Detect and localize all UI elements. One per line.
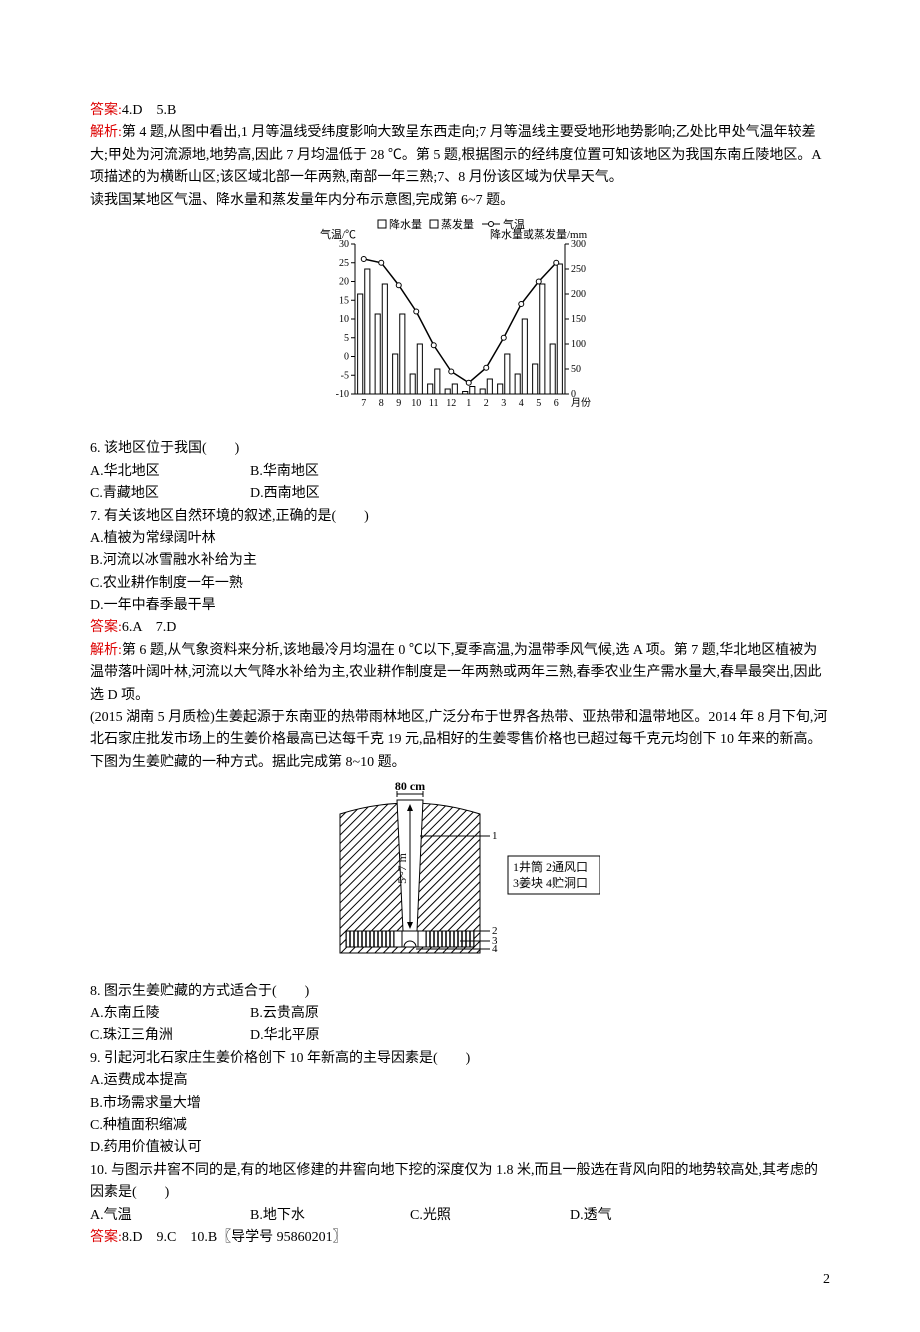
svg-text:6: 6	[554, 398, 559, 409]
svg-text:10: 10	[339, 314, 349, 325]
svg-text:月份: 月份	[571, 397, 591, 409]
explain-text: 第 6 题,从气象资料来分析,该地最冷月均温在 0 ℃以下,夏季高温,为温带季风…	[90, 643, 822, 703]
q9-stem: 9. 引起河北石家庄生姜价格创下 10 年新高的主导因素是( )	[90, 1048, 830, 1070]
svg-text:15: 15	[339, 295, 349, 306]
explain-label: 解析:	[90, 643, 122, 658]
svg-text:12: 12	[446, 398, 456, 409]
q10-stem: 10. 与图示井窖不同的是,有的地区修建的井窖向地下挖的深度仅为 1.8 米,而…	[90, 1160, 830, 1205]
svg-text:150: 150	[571, 314, 586, 325]
svg-text:50: 50	[571, 364, 581, 375]
svg-text:25: 25	[339, 258, 349, 269]
answer-text: 4.D 5.B	[122, 103, 176, 118]
svg-text:300: 300	[571, 239, 586, 250]
q10-opt-b: B.地下水	[250, 1205, 410, 1227]
svg-text:8: 8	[379, 398, 384, 409]
explain-label: 解析:	[90, 125, 122, 140]
svg-text:3: 3	[501, 398, 506, 409]
diagram-810: 80 cm5~7 m12341井筒 2通风口3姜块 4贮洞口	[90, 778, 830, 976]
svg-text:20: 20	[339, 276, 349, 287]
answer-label: 答案:	[90, 620, 122, 635]
svg-text:5: 5	[536, 398, 541, 409]
q7-stem: 7. 有关该地区自然环境的叙述,正确的是( )	[90, 506, 830, 528]
svg-text:0: 0	[344, 351, 349, 362]
svg-text:4: 4	[519, 398, 524, 409]
q7-opt-d: D.一年中春季最干旱	[90, 595, 830, 617]
q9-opt-b: B.市场需求量大增	[90, 1093, 830, 1115]
q8-opt-d: D.华北平原	[250, 1025, 410, 1047]
q6-opt-c: C.青藏地区	[90, 483, 250, 505]
svg-text:80 cm: 80 cm	[395, 779, 425, 793]
svg-text:4: 4	[492, 943, 498, 955]
answer-text: 6.A 7.D	[122, 620, 176, 635]
svg-text:100: 100	[571, 339, 586, 350]
answer-text: 8.D 9.C 10.B〖导学号 95860201〗	[122, 1230, 347, 1245]
svg-text:200: 200	[571, 289, 586, 300]
q7-opt-a: A.植被为常绿阔叶林	[90, 528, 830, 550]
svg-text:10: 10	[411, 398, 421, 409]
svg-text:-5: -5	[341, 370, 349, 381]
svg-text:1: 1	[492, 830, 498, 842]
q10-opt-c: C.光照	[410, 1205, 570, 1227]
svg-text:250: 250	[571, 264, 586, 275]
q10-opt-a: A.气温	[90, 1205, 250, 1227]
svg-text:7: 7	[361, 398, 366, 409]
q8-opt-b: B.云贵高原	[250, 1003, 410, 1025]
intro-810: (2015 湖南 5 月质检)生姜起源于东南亚的热带雨林地区,广泛分布于世界各热…	[90, 707, 830, 774]
svg-text:3姜块 4贮洞口: 3姜块 4贮洞口	[513, 875, 588, 890]
q6-opt-d: D.西南地区	[250, 483, 410, 505]
q8-opt-a: A.东南丘陵	[90, 1003, 250, 1025]
q6-stem: 6. 该地区位于我国( )	[90, 438, 830, 460]
svg-text:1井筒 2通风口: 1井筒 2通风口	[513, 859, 588, 874]
q6-opt-b: B.华南地区	[250, 461, 410, 483]
svg-text:9: 9	[396, 398, 401, 409]
intro-67: 读我国某地区气温、降水量和蒸发量年内分布示意图,完成第 6~7 题。	[90, 190, 830, 212]
q7-opt-b: B.河流以冰雪融水补给为主	[90, 550, 830, 572]
explain-text: 第 4 题,从图中看出,1 月等温线受纬度影响大致呈东西走向;7 月等温线主要受…	[90, 125, 821, 185]
svg-text:11: 11	[429, 398, 439, 409]
q7-opt-c: C.农业耕作制度一年一熟	[90, 573, 830, 595]
q10-opt-d: D.透气	[570, 1205, 730, 1227]
q8-stem: 8. 图示生姜贮藏的方式适合于( )	[90, 981, 830, 1003]
svg-text:蒸发量: 蒸发量	[441, 217, 474, 231]
q6-opt-a: A.华北地区	[90, 461, 250, 483]
page-number: 2	[90, 1269, 830, 1291]
svg-text:降水量: 降水量	[389, 217, 422, 231]
svg-text:30: 30	[339, 239, 349, 250]
q9-opt-c: C.种植面积缩减	[90, 1115, 830, 1137]
svg-text:5~7 m: 5~7 m	[395, 853, 409, 884]
q9-opt-a: A.运费成本提高	[90, 1070, 830, 1092]
answer-label: 答案:	[90, 1230, 122, 1245]
svg-text:-10: -10	[336, 389, 349, 400]
answer-label: 答案:	[90, 103, 122, 118]
chart-67: 降水量蒸发量气温气温/℃降水量或蒸发量/mm-10-50510152025300…	[90, 216, 830, 434]
svg-text:2: 2	[484, 398, 489, 409]
svg-text:1: 1	[466, 398, 471, 409]
svg-text:5: 5	[344, 333, 349, 344]
q8-opt-c: C.珠江三角洲	[90, 1025, 250, 1047]
q9-opt-d: D.药用价值被认可	[90, 1137, 830, 1159]
